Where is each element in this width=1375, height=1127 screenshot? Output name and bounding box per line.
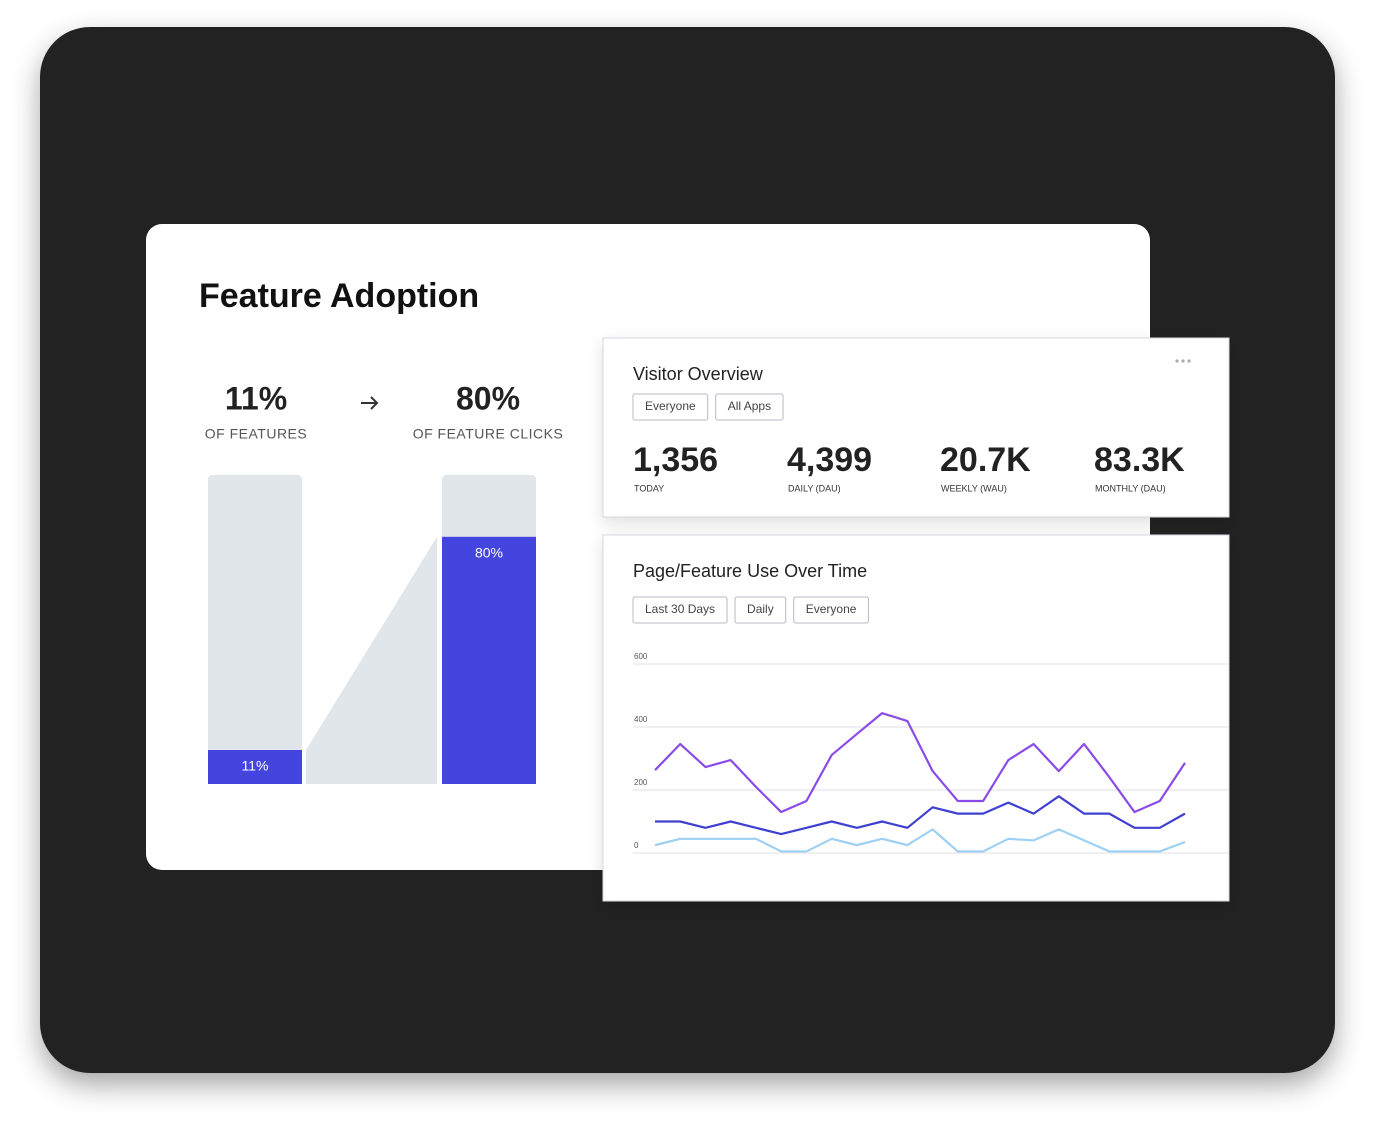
metric-value: 83.3K (1094, 441, 1185, 479)
filter-label: Last 30 Days (645, 602, 715, 616)
metric-value: 4,399 (787, 441, 872, 479)
y-tick-label: 200 (634, 778, 648, 787)
filter-chip[interactable] (632, 596, 728, 624)
filter-label: Everyone (645, 399, 696, 413)
filter-chip[interactable] (632, 393, 709, 421)
usage-card (602, 534, 1230, 902)
bar-label: 11% (242, 758, 269, 774)
y-tick-label: 0 (634, 841, 639, 850)
headline-value: 11% (225, 380, 287, 416)
filter-label: Daily (747, 602, 774, 616)
headline-label: OF FEATURES (205, 426, 307, 442)
y-tick-label: 600 (634, 652, 648, 661)
bar (442, 536, 536, 784)
visitor-card (602, 337, 1230, 518)
y-tick-label: 400 (634, 715, 648, 724)
filter-chip[interactable] (715, 393, 784, 421)
metric-value: 20.7K (940, 441, 1031, 479)
metric-label: DAILY (DAU) (788, 483, 841, 493)
visitor-title: Visitor Overview (633, 364, 764, 384)
filter-chip[interactable] (793, 596, 869, 624)
more-menu[interactable] (1175, 359, 1191, 363)
metric-value: 1,356 (633, 441, 718, 479)
arrow-icon (361, 396, 379, 410)
usage-title: Page/Feature Use Over Time (633, 561, 867, 581)
metric-label: MONTHLY (DAU) (1095, 483, 1166, 493)
card-title: Feature Adoption (199, 277, 479, 315)
bar (208, 750, 302, 784)
series-line (655, 795, 1186, 836)
filter-label: All Apps (728, 399, 771, 413)
bar-label: 80% (475, 545, 503, 561)
series-line (654, 712, 1186, 814)
funnel-connector (306, 536, 437, 784)
series-line (654, 828, 1186, 853)
headline-value: 80% (456, 380, 520, 416)
filter-label: Everyone (806, 602, 857, 616)
metric-label: TODAY (634, 483, 664, 493)
metric-label: WEEKLY (WAU) (941, 483, 1007, 493)
filter-chip[interactable] (734, 596, 787, 624)
bar-track (208, 475, 302, 784)
headline-label: OF FEATURE CLICKS (413, 426, 564, 442)
